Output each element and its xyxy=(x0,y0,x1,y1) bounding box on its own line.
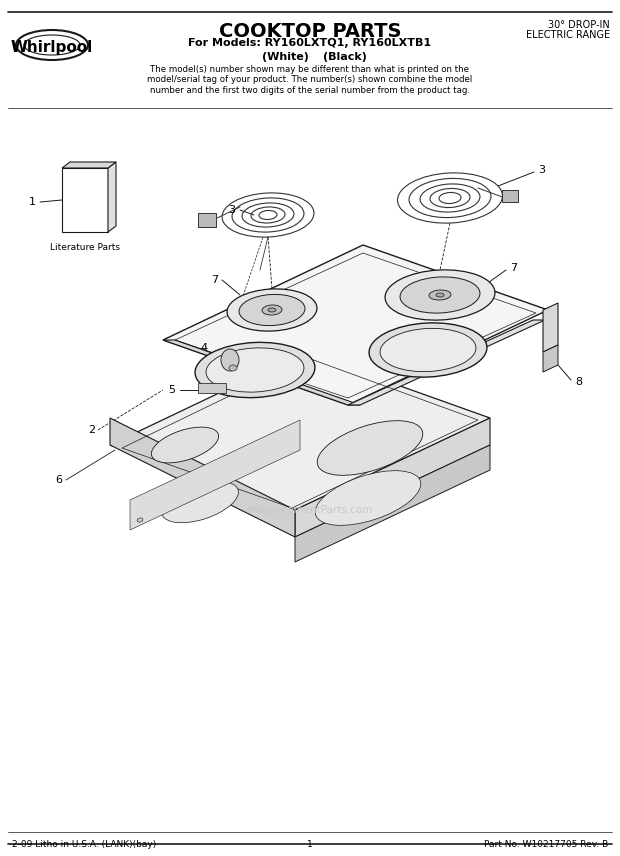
Ellipse shape xyxy=(385,270,495,320)
Ellipse shape xyxy=(151,427,219,463)
Bar xyxy=(198,383,226,393)
Text: 3: 3 xyxy=(538,165,545,175)
Text: 6: 6 xyxy=(55,475,62,485)
Text: Part No. W10217705 Rev. B: Part No. W10217705 Rev. B xyxy=(484,840,608,849)
Ellipse shape xyxy=(315,471,421,526)
Ellipse shape xyxy=(239,294,305,325)
Polygon shape xyxy=(62,162,116,168)
Polygon shape xyxy=(108,162,116,232)
Ellipse shape xyxy=(369,323,487,377)
Ellipse shape xyxy=(436,293,444,297)
Text: The model(s) number shown may be different than what is printed on the
model/ser: The model(s) number shown may be differe… xyxy=(148,65,472,95)
Polygon shape xyxy=(295,445,490,562)
Polygon shape xyxy=(543,303,558,352)
Polygon shape xyxy=(295,418,490,537)
Ellipse shape xyxy=(195,342,315,398)
Ellipse shape xyxy=(380,329,476,372)
Polygon shape xyxy=(62,168,108,232)
Polygon shape xyxy=(163,340,360,405)
Text: For Models: RY160LXTQ1, RY160LXTB1: For Models: RY160LXTQ1, RY160LXTB1 xyxy=(188,38,432,48)
Text: 2: 2 xyxy=(88,425,95,435)
Polygon shape xyxy=(130,420,300,530)
Polygon shape xyxy=(110,352,490,510)
Text: 3: 3 xyxy=(228,205,235,215)
Ellipse shape xyxy=(137,518,143,522)
Text: Whirlpool: Whirlpool xyxy=(11,39,93,55)
Text: (Black): (Black) xyxy=(323,52,367,62)
Bar xyxy=(198,213,216,227)
Text: 4: 4 xyxy=(201,343,208,353)
Text: ELECTRIC RANGE: ELECTRIC RANGE xyxy=(526,30,610,40)
Text: eReplacementParts.com: eReplacementParts.com xyxy=(247,505,373,515)
Ellipse shape xyxy=(429,290,451,300)
Text: 5: 5 xyxy=(168,385,175,395)
Text: 2-09 Litho in U.S.A. (LANK)(bay): 2-09 Litho in U.S.A. (LANK)(bay) xyxy=(12,840,156,849)
Text: 1: 1 xyxy=(29,197,35,207)
Polygon shape xyxy=(110,418,295,537)
Ellipse shape xyxy=(268,308,276,312)
Text: 30° DROP-IN: 30° DROP-IN xyxy=(548,20,610,30)
Ellipse shape xyxy=(162,481,239,523)
Ellipse shape xyxy=(317,420,423,475)
Text: 8: 8 xyxy=(575,377,582,387)
Bar xyxy=(502,190,518,202)
Polygon shape xyxy=(543,345,558,372)
Text: Literature Parts: Literature Parts xyxy=(50,243,120,252)
Text: 1: 1 xyxy=(307,840,313,849)
Ellipse shape xyxy=(206,348,304,392)
Ellipse shape xyxy=(229,365,237,371)
Text: (White): (White) xyxy=(262,52,308,62)
Ellipse shape xyxy=(221,349,239,371)
Ellipse shape xyxy=(24,35,80,55)
Polygon shape xyxy=(348,320,545,405)
Ellipse shape xyxy=(227,288,317,331)
Text: 7: 7 xyxy=(510,263,517,273)
Ellipse shape xyxy=(400,276,480,313)
Ellipse shape xyxy=(262,305,282,315)
Polygon shape xyxy=(163,245,548,405)
Ellipse shape xyxy=(16,30,88,60)
Text: COOKTOP PARTS: COOKTOP PARTS xyxy=(219,22,401,41)
Text: 7: 7 xyxy=(211,275,218,285)
